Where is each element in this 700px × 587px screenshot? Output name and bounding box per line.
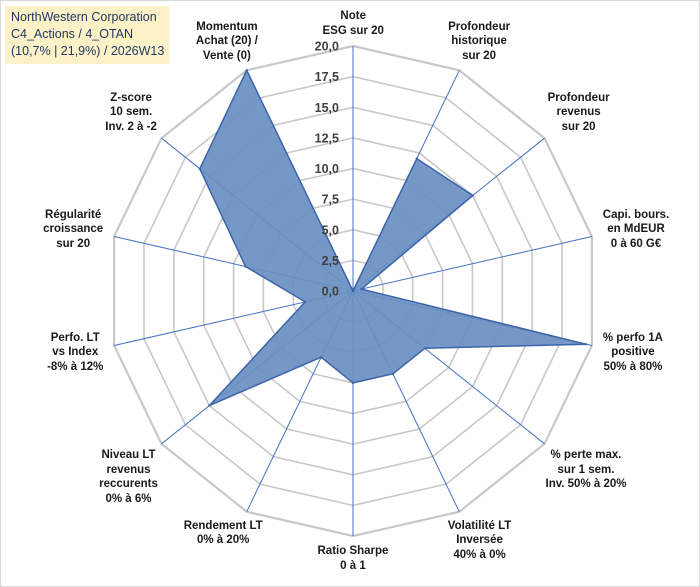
title-line-company: NorthWestern Corporation	[11, 10, 157, 24]
category-label: Rendement LT 0% à 20%	[184, 519, 263, 548]
category-label-line: 0 à 1	[340, 559, 366, 572]
category-label-line: sur 20	[56, 237, 91, 250]
category-label-line: Vente (0)	[202, 49, 251, 62]
category-label-line: Rendement LT	[183, 519, 263, 532]
category-label: Profondeur revenus sur 20	[548, 91, 610, 135]
category-label: % perfo 1A positive 50% à 80%	[603, 331, 663, 375]
category-label-line: en MdEUR	[607, 223, 665, 236]
category-label-line: historique	[451, 35, 507, 48]
tick-label: 15,0	[315, 101, 339, 115]
category-label-line: Z-score	[110, 91, 152, 104]
tick-label: 0,0	[322, 285, 339, 299]
category-label: Volatilité LT Inversée 40% à 0%	[448, 519, 511, 563]
category-label: Perfo. LT vs Index -8% à 12%	[47, 331, 103, 375]
series-area	[199, 69, 587, 407]
category-label-line: Niveau LT	[101, 449, 156, 461]
category-label-line: positive	[611, 346, 655, 359]
category-label-line: 50% à 80%	[603, 360, 663, 373]
category-label-line: Note	[340, 10, 366, 22]
tick-label: 7,5	[322, 193, 339, 207]
category-label-line: 40% à 0%	[453, 548, 506, 561]
category-label-line: 0% à 6%	[105, 492, 152, 505]
category-label-line: ESG sur 20	[322, 24, 384, 37]
category-label-line: Ratio Sharpe	[317, 545, 389, 557]
radial-axis-ticks: 0,0 2,5 5,0 7,5 10,0 12,5 15,0 17,5 20,0	[315, 40, 339, 299]
category-label-line: Inv. 50% à 20%	[545, 478, 627, 490]
category-label-line: Profondeur	[448, 20, 511, 33]
spoke-line	[352, 236, 593, 292]
category-label: Niveau LT revenus reccurents 0% à 6%	[99, 448, 158, 506]
data-point	[584, 343, 588, 346]
category-label: Z-score 10 sem. Inv. 2 à -2	[105, 91, 157, 135]
category-label-line: Capi. bours.	[602, 208, 670, 221]
tick-label: 12,5	[315, 131, 339, 145]
chart-title: NorthWestern Corporation C4_Actions / 4_…	[5, 6, 170, 64]
data-point	[244, 265, 247, 268]
data-point	[415, 157, 418, 160]
data-point	[319, 356, 323, 359]
category-label-line: Volatilité LT	[447, 519, 512, 532]
tick-label: 5,0	[322, 223, 339, 237]
data-point	[391, 372, 395, 375]
category-label-line: sur 1 sem.	[557, 463, 615, 476]
data-point	[351, 381, 355, 385]
category-label-line: Régularité	[45, 208, 102, 221]
data-point	[304, 300, 307, 304]
category-label-line: revenus	[106, 463, 151, 476]
data-point	[423, 347, 426, 350]
category-label-line: sur 20	[462, 49, 497, 62]
category-label: Note ESG sur 20	[323, 9, 384, 38]
category-label-line: 10 sem.	[109, 106, 153, 118]
category-label-line: sur 20	[561, 120, 596, 133]
title-line-category: C4_Actions / 4_OTAN	[11, 27, 134, 41]
category-label-line: croissance	[43, 223, 104, 236]
data-point	[471, 194, 474, 197]
category-label-line: Momentum	[196, 20, 258, 33]
category-label: Profondeur historique sur 20	[448, 20, 510, 64]
category-label-line: Inversée	[456, 534, 503, 547]
title-line-stats: (10,7% | 21,9%) / 2026W13	[11, 44, 165, 58]
category-label-line: revenus	[556, 106, 601, 118]
data-point	[208, 404, 211, 407]
tick-label: 2,5	[322, 254, 339, 268]
category-label: % perte max. sur 1 sem. Inv. 50% à 20%	[546, 448, 627, 492]
category-label-line: 0% à 20%	[196, 534, 250, 547]
category-label: Ratio Sharpe 0 à 1	[318, 544, 389, 573]
category-label-line: Profondeur	[547, 91, 610, 104]
radar-series	[198, 69, 588, 407]
category-label-line: % perte max.	[550, 449, 622, 461]
tick-label: 10,0	[315, 162, 339, 176]
data-point	[360, 287, 363, 291]
tick-label: 20,0	[315, 40, 339, 54]
data-point	[351, 289, 355, 293]
category-label-line: Achat (20) /	[195, 35, 258, 48]
category-label: Momentum Achat (20) / Vente (0)	[196, 20, 258, 64]
category-label: Capi. bours. en MdEUR 0 à 60 G€	[603, 208, 669, 252]
category-label-line: vs Index	[52, 346, 99, 359]
category-label-line: Perfo. LT	[50, 331, 100, 344]
data-point	[198, 167, 201, 170]
tick-label: 17,5	[315, 70, 339, 84]
category-label: Régularité croissance sur 20	[43, 208, 103, 252]
category-label-line: -8% à 12%	[47, 360, 104, 373]
category-label-line: reccurents	[99, 478, 158, 490]
category-label-line: 0 à 60 G€	[610, 237, 662, 250]
data-point	[245, 69, 248, 72]
category-label-line: Inv. 2 à -2	[105, 120, 157, 133]
category-label-line: % perfo 1A	[602, 331, 663, 344]
